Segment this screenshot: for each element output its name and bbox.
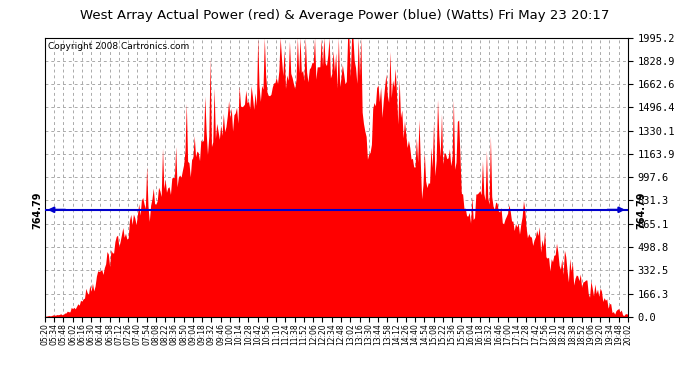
Text: 764.79: 764.79: [637, 191, 647, 228]
Text: 764.79: 764.79: [32, 191, 42, 228]
Text: Copyright 2008 Cartronics.com: Copyright 2008 Cartronics.com: [48, 42, 189, 51]
Text: West Array Actual Power (red) & Average Power (blue) (Watts) Fri May 23 20:17: West Array Actual Power (red) & Average …: [80, 9, 610, 22]
